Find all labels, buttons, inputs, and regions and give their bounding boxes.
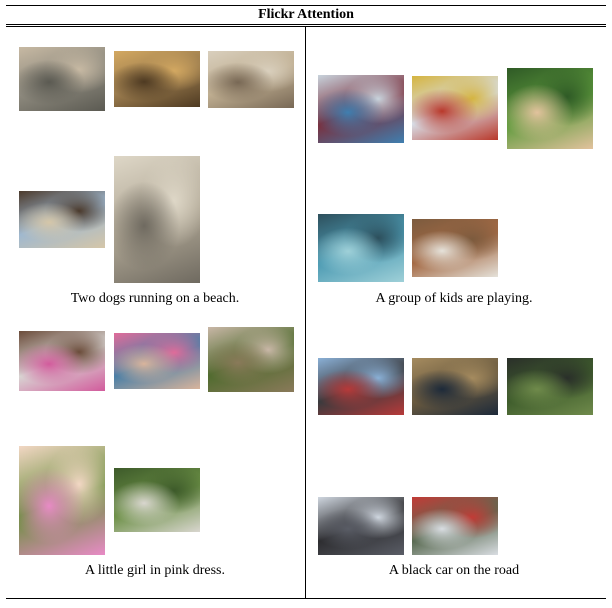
photo-1 — [19, 47, 105, 111]
photo-3 — [208, 51, 294, 108]
table-title: Flickr Attention — [258, 7, 354, 22]
photo-1 — [318, 75, 404, 143]
photo-5 — [412, 219, 498, 277]
caption-dogs: Two dogs running on a beach. — [70, 291, 240, 306]
photo-5 — [114, 468, 200, 532]
header-rule — [6, 24, 606, 25]
photo-3 — [507, 68, 593, 149]
photo-5 — [114, 156, 200, 283]
bottom-rule — [6, 598, 606, 599]
photo-4 — [19, 191, 105, 248]
photo-4 — [19, 446, 105, 555]
caption-kids: A group of kids are playing. — [375, 291, 533, 306]
photo-5 — [412, 497, 498, 555]
photo-3 — [208, 327, 294, 392]
photo-1 — [19, 331, 105, 391]
column-divider — [305, 26, 306, 598]
header-rule-2 — [6, 26, 606, 27]
photo-4 — [318, 497, 404, 555]
photo-3 — [507, 358, 593, 415]
photo-2 — [114, 51, 200, 107]
caption-car: A black car on the road — [388, 563, 520, 578]
photo-4 — [318, 214, 404, 282]
photo-2 — [412, 358, 498, 415]
top-rule — [6, 5, 606, 6]
caption-girl: A little girl in pink dress. — [85, 563, 225, 578]
photo-2 — [412, 76, 498, 140]
photo-1 — [318, 358, 404, 415]
photo-2 — [114, 333, 200, 389]
